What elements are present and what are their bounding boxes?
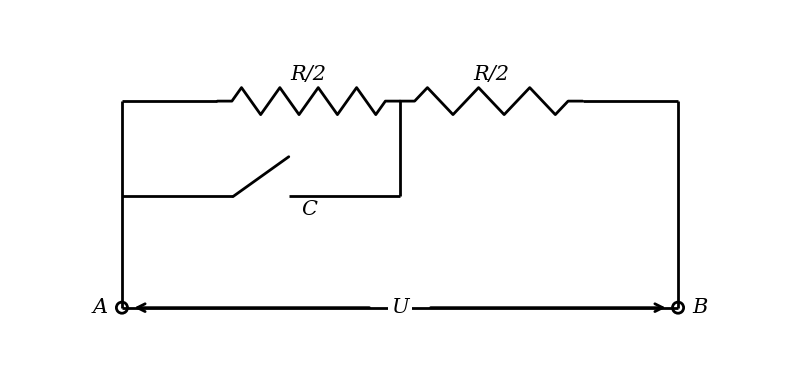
Text: R/2: R/2 [474, 64, 510, 84]
Text: A: A [93, 298, 108, 317]
Text: B: B [692, 298, 708, 317]
Text: C: C [301, 201, 317, 219]
Text: U: U [391, 298, 409, 317]
Text: R/2: R/2 [290, 64, 326, 84]
